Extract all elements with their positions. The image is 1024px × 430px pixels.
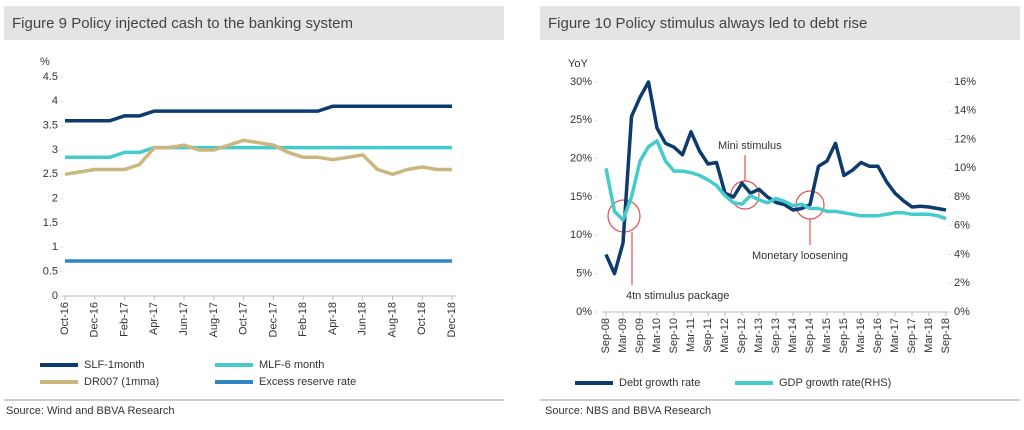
y2-tick-label: 4% (954, 248, 970, 260)
y-tick-label: 2.5 (43, 168, 58, 180)
x-tick-label: Sep-16 (872, 318, 884, 353)
series-line (65, 104, 452, 123)
x-tick-label: Oct-16 (59, 302, 71, 335)
x-tick-label: Mar-17 (889, 318, 901, 353)
x-tick-label: Sep-08 (600, 318, 612, 353)
x-tick-label: Mar-10 (651, 318, 663, 353)
legend-label: Debt growth rate (619, 377, 700, 389)
y-tick-label: 0 (52, 290, 58, 302)
x-tick-label: Feb-17 (118, 302, 130, 337)
x-tick-label: Jun-18 (357, 302, 369, 336)
legend-label: SLF-1month (84, 359, 145, 371)
series-line (64, 138, 452, 177)
y-tick-label: 15% (570, 191, 592, 203)
x-tick-label: Aug-17 (208, 302, 220, 337)
chart-title: Figure 9 Policy injected cash to the ban… (12, 15, 353, 32)
y-tick-label: 3.5 (43, 120, 58, 132)
series-line (65, 145, 452, 160)
y-tick-label: 1 (52, 241, 58, 253)
y2-tick-label: 14% (954, 105, 976, 117)
x-tick-label: Sep-14 (804, 318, 816, 353)
x-tick-label: Dec-18 (446, 302, 458, 337)
x-tick-label: Oct-17 (238, 302, 250, 335)
y-tick-label: 2 (52, 193, 58, 205)
x-tick-label: Apr-17 (148, 302, 160, 335)
y2-tick-label: 2% (954, 277, 970, 289)
y2-tick-label: 16% (954, 76, 976, 88)
legend-label: GDP growth rate(RHS) (779, 377, 891, 389)
x-tick-label: Mar-09 (617, 318, 629, 353)
y-tick-label: 4.5 (43, 71, 58, 83)
y-tick-label: 0.5 (43, 266, 58, 278)
y2-tick-label: 6% (954, 220, 970, 232)
x-tick-label: Aug-18 (386, 302, 398, 337)
x-tick-label: Feb-18 (297, 302, 309, 337)
x-tick-label: Mar-12 (719, 318, 731, 353)
x-tick-label: Mar-11 (685, 318, 697, 352)
header-bar (4, 6, 504, 40)
series-line (604, 139, 947, 222)
x-tick-label: Sep-12 (736, 318, 748, 353)
x-tick-label: Jun-17 (178, 302, 190, 336)
legend-label: Excess reserve rate (259, 376, 356, 388)
legend-label: MLF-6 month (259, 359, 324, 371)
x-tick-label: Dec-16 (89, 302, 101, 337)
x-tick-label: Oct-18 (416, 302, 428, 335)
x-tick-label: Sep-13 (770, 318, 782, 353)
source: Source: Wind and BBVA Research (6, 405, 175, 417)
chart-title: Figure 10 Policy stimulus always led to … (548, 15, 867, 32)
source: Source: NBS and BBVA Research (545, 405, 711, 417)
annotation: 4tn stimulus package (626, 290, 729, 302)
x-tick-label: Sep-11 (702, 318, 714, 353)
x-tick-label: Mar-16 (855, 318, 867, 353)
y-tick-label: 20% (570, 153, 592, 165)
y-tick-label: 0% (576, 306, 592, 318)
y-tick-label: 10% (570, 229, 592, 241)
y-tick-label: 5% (576, 268, 592, 280)
y2-tick-label: 12% (954, 133, 976, 145)
y-tick-label: 25% (570, 114, 592, 126)
x-tick-label: Dec-17 (267, 302, 279, 337)
x-tick-label: Mar-13 (753, 318, 765, 353)
annotation: Monetary loosening (752, 250, 848, 262)
y-tick-label: 1.5 (43, 217, 58, 229)
x-tick-label: Apr-18 (327, 302, 339, 335)
y-axis-label: % (40, 56, 50, 68)
y2-tick-label: 0% (954, 306, 970, 318)
y-tick-label: 3 (52, 144, 58, 156)
x-tick-label: Sep-17 (906, 318, 918, 353)
annotation: Mini stimulus (718, 140, 782, 152)
x-tick-label: Sep-10 (668, 318, 680, 353)
x-tick-label: Sep-15 (838, 318, 850, 353)
x-tick-label: Mar-15 (821, 318, 833, 353)
y-tick-label: 30% (570, 76, 592, 88)
y2-tick-label: 10% (954, 162, 976, 174)
x-tick-label: Sep-18 (940, 318, 952, 353)
legend-label: DR007 (1mma) (84, 376, 159, 388)
x-tick-label: Sep-09 (634, 318, 646, 353)
x-tick-label: Mar-18 (923, 318, 935, 353)
annotations (607, 155, 825, 285)
series-line (604, 80, 947, 276)
y-tick-label: 4 (52, 95, 58, 107)
y2-tick-label: 8% (954, 191, 970, 203)
header-bar (540, 6, 1020, 40)
x-tick-label: Mar-14 (787, 318, 799, 353)
y-axis-label: YoY (568, 58, 588, 70)
